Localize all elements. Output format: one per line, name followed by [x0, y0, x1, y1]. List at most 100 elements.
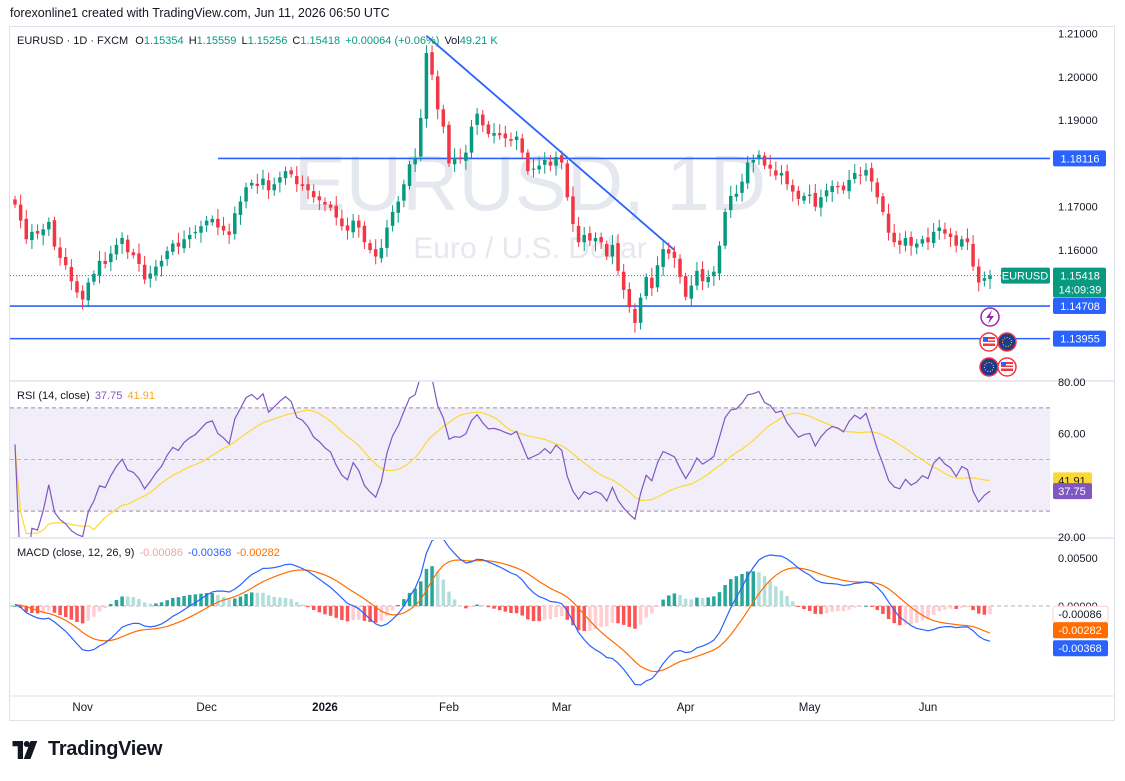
macd-histogram-bar[interactable] — [390, 606, 395, 611]
candle-body[interactable] — [689, 285, 694, 299]
macd-histogram-bar[interactable] — [706, 597, 710, 607]
candle-body[interactable] — [182, 239, 186, 249]
candle-body[interactable] — [221, 225, 226, 231]
candle-body[interactable] — [807, 194, 812, 196]
macd-histogram-bar[interactable] — [509, 606, 513, 614]
candle-body[interactable] — [497, 133, 502, 136]
macd-histogram-bar[interactable] — [678, 594, 682, 607]
macd-histogram-bar[interactable] — [599, 606, 603, 628]
candle-body[interactable] — [774, 170, 778, 176]
candle-body[interactable] — [864, 169, 868, 176]
tradingview-logo[interactable]: TradingView — [12, 738, 162, 761]
macd-histogram-bar[interactable] — [796, 606, 801, 608]
macd-histogram-bar[interactable] — [41, 606, 45, 613]
macd-histogram-bar[interactable] — [137, 598, 141, 607]
macd-histogram-bar[interactable] — [898, 606, 902, 626]
candle-body[interactable] — [892, 232, 896, 243]
macd-histogram-bar[interactable] — [187, 594, 192, 607]
candle-body[interactable] — [982, 278, 987, 281]
candle-body[interactable] — [278, 177, 282, 183]
macd-histogram-bar[interactable] — [638, 606, 643, 625]
macd-histogram-bar[interactable] — [221, 597, 226, 607]
macd-histogram-bar[interactable] — [836, 606, 840, 612]
macd-histogram-bar[interactable] — [830, 606, 834, 612]
rsi-line[interactable] — [14, 358, 991, 573]
macd-histogram-bar[interactable] — [272, 596, 276, 607]
candle-body[interactable] — [435, 76, 440, 110]
macd-histogram-bar[interactable] — [548, 606, 553, 620]
macd-histogram-bar[interactable] — [926, 606, 930, 619]
candle-body[interactable] — [909, 237, 913, 246]
macd-histogram-bar[interactable] — [672, 593, 677, 607]
macd-histogram-bar[interactable] — [960, 606, 964, 608]
candle-body[interactable] — [424, 52, 429, 119]
candle-body[interactable] — [464, 152, 468, 161]
candle-body[interactable] — [565, 163, 570, 198]
macd-histogram-bar[interactable] — [204, 593, 209, 607]
candle-body[interactable] — [559, 155, 564, 163]
candle-body[interactable] — [931, 231, 936, 244]
candle-body[interactable] — [86, 282, 91, 301]
candle-body[interactable] — [548, 161, 553, 166]
candle-body[interactable] — [357, 220, 361, 228]
macd-histogram-bar[interactable] — [588, 606, 592, 631]
candle-body[interactable] — [948, 233, 953, 238]
macd-histogram-bar[interactable] — [165, 600, 169, 607]
macd-histogram-bar[interactable] — [396, 605, 400, 607]
candle-body[interactable] — [18, 204, 23, 221]
candle-body[interactable] — [80, 290, 85, 300]
macd-signal-line[interactable] — [14, 559, 991, 673]
candle-body[interactable] — [537, 165, 541, 170]
candle-body[interactable] — [103, 260, 107, 264]
macd-histogram-bar[interactable] — [193, 594, 198, 607]
macd-histogram-bar[interactable] — [452, 599, 457, 607]
candle-body[interactable] — [413, 158, 417, 165]
candle-body[interactable] — [30, 231, 34, 241]
macd-histogram-bar[interactable] — [593, 606, 598, 630]
candle-body[interactable] — [875, 182, 880, 198]
candle-body[interactable] — [311, 191, 316, 198]
macd-histogram-bar[interactable] — [266, 595, 271, 607]
candle-body[interactable] — [35, 231, 40, 234]
macd-histogram-bar[interactable] — [114, 599, 119, 607]
candle-body[interactable] — [216, 218, 220, 228]
candle-body[interactable] — [610, 244, 615, 257]
macd-histogram-bar[interactable] — [768, 580, 772, 607]
macd-histogram-bar[interactable] — [734, 576, 739, 607]
macd-histogram-bar[interactable] — [644, 606, 648, 618]
candle-body[interactable] — [255, 183, 260, 186]
macd-histogram-bar[interactable] — [75, 606, 79, 623]
candle-body[interactable] — [176, 242, 181, 247]
candle-body[interactable] — [903, 237, 908, 246]
candle-body[interactable] — [125, 239, 130, 253]
candle-body[interactable] — [869, 168, 874, 182]
candle-body[interactable] — [233, 213, 237, 235]
candle-body[interactable] — [396, 201, 400, 213]
macd-histogram-bar[interactable] — [351, 606, 355, 621]
macd-histogram-bar[interactable] — [407, 592, 412, 607]
macd-histogram-bar[interactable] — [571, 606, 575, 626]
macd-histogram-bar[interactable] — [300, 604, 305, 607]
candle-body[interactable] — [47, 221, 51, 230]
macd-histogram-bar[interactable] — [729, 579, 733, 607]
candle-body[interactable] — [650, 277, 654, 289]
candle-body[interactable] — [385, 227, 389, 248]
candle-body[interactable] — [171, 243, 175, 252]
candle-body[interactable] — [695, 270, 699, 286]
candle-body[interactable] — [960, 239, 964, 247]
macd-histogram-bar[interactable] — [785, 595, 789, 607]
macd-histogram-bar[interactable] — [125, 596, 130, 607]
macd-histogram-bar[interactable] — [892, 606, 896, 624]
macd-histogram-bar[interactable] — [334, 606, 338, 618]
macd-histogram-bar[interactable] — [469, 606, 474, 608]
macd-histogram-bar[interactable] — [565, 606, 570, 620]
macd-histogram-bar[interactable] — [779, 590, 784, 607]
macd-line[interactable] — [14, 538, 991, 686]
macd-histogram-bar[interactable] — [762, 576, 767, 607]
candle-body[interactable] — [926, 237, 930, 243]
macd-histogram-bar[interactable] — [852, 606, 857, 608]
candle-body[interactable] — [52, 220, 57, 247]
candle-body[interactable] — [75, 281, 79, 293]
macd-histogram-bar[interactable] — [627, 606, 632, 627]
candle-body[interactable] — [672, 251, 677, 258]
